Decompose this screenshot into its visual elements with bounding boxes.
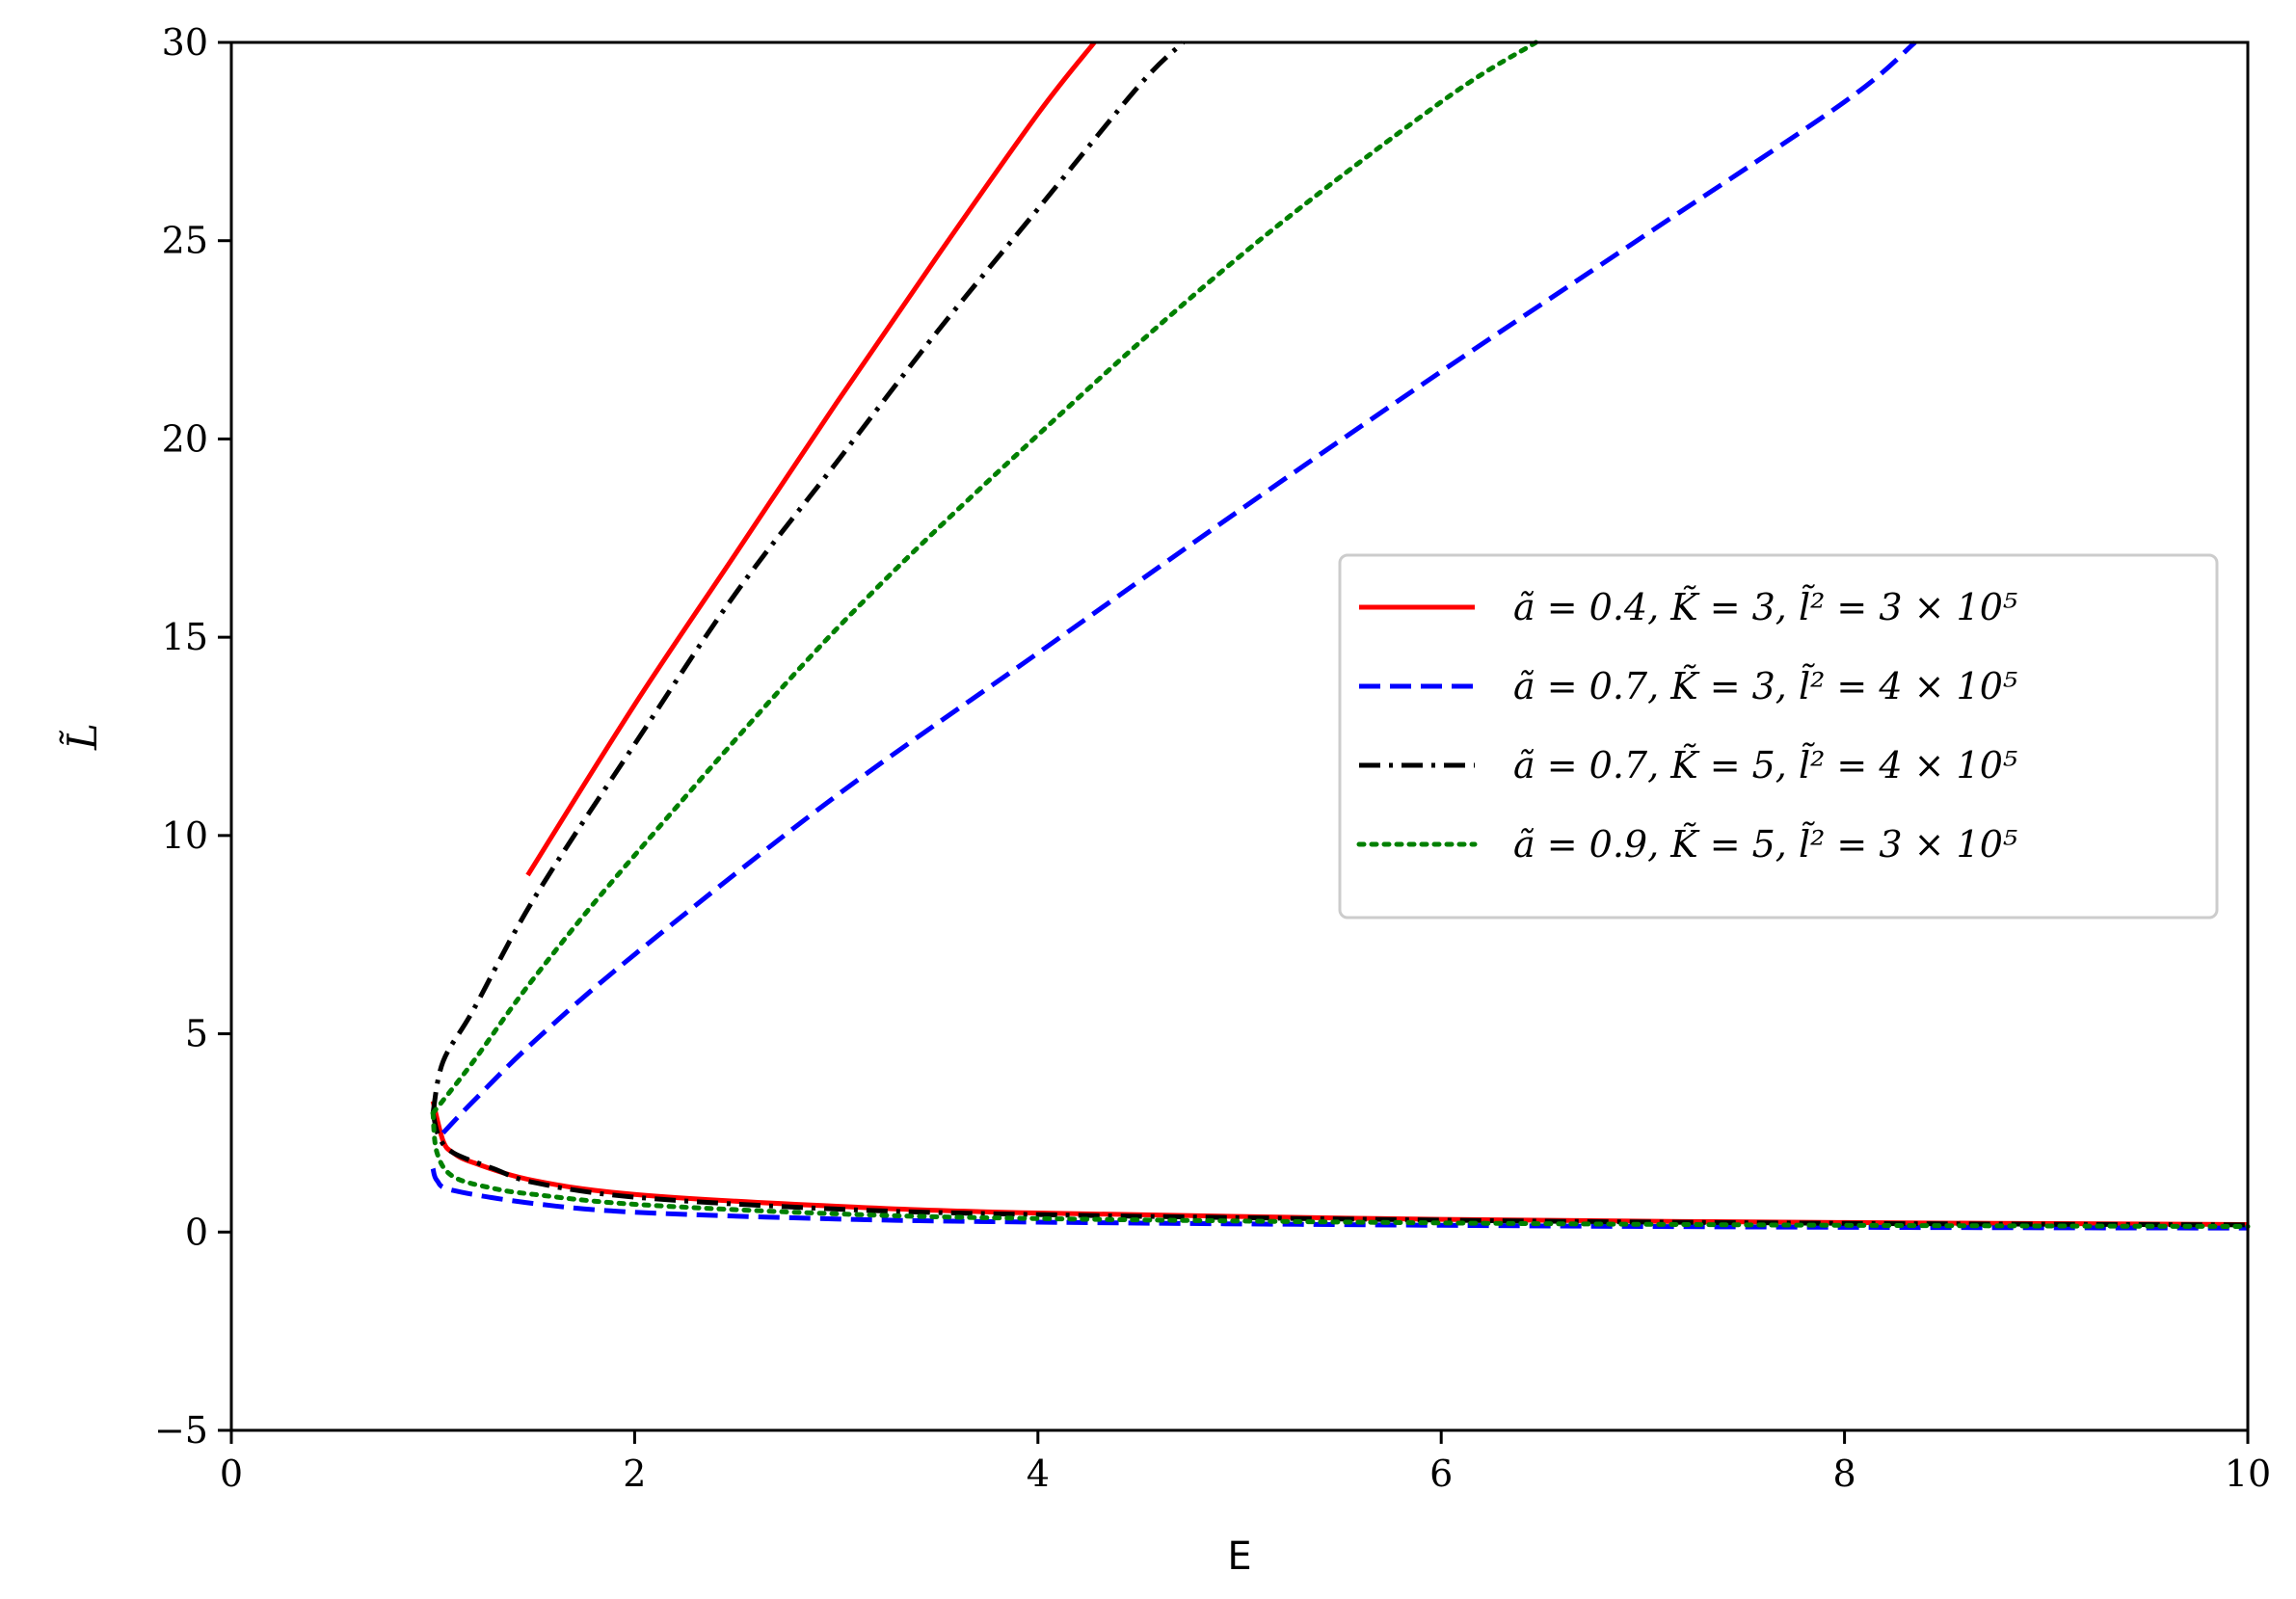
legend-label-4: ã = 0.9, K̃ = 5, l̃² = 3 × 10⁵ xyxy=(1513,822,2017,866)
x-tick-label: 0 xyxy=(220,1452,243,1495)
legend-box xyxy=(1338,553,2219,919)
y-tick-label: 5 xyxy=(185,1013,208,1055)
x-tick-label: 8 xyxy=(1833,1452,1856,1495)
plot-frame xyxy=(229,40,2250,1432)
y-tick-label: 10 xyxy=(162,814,208,857)
series-1-upper-line xyxy=(525,40,1097,877)
y-tick-label: −5 xyxy=(154,1409,208,1452)
x-tick-label: 10 xyxy=(2225,1452,2271,1495)
series-2-upper-line xyxy=(441,40,1917,1135)
ticks-layer: 0 2 4 6 8 10 −5 0 5 10 15 20 25 30 xyxy=(154,21,2271,1495)
y-tick-label: 0 xyxy=(185,1211,208,1253)
series-layer xyxy=(430,40,2251,1231)
x-axis-label: E xyxy=(1227,1534,1251,1579)
x-tick-label: 2 xyxy=(623,1452,646,1495)
x-tick-label: 4 xyxy=(1027,1452,1050,1495)
y-tick-label: 30 xyxy=(162,21,208,64)
series-4-upper-line xyxy=(430,40,1539,1116)
y-axis-label: L̃ xyxy=(58,723,106,751)
series-3-lower-line xyxy=(430,1112,2249,1228)
series-3-upper-line xyxy=(430,40,1186,1114)
legend-label-3: ã = 0.7, K̃ = 5, l̃² = 4 × 10⁵ xyxy=(1513,743,2017,786)
legend-label-1: ã = 0.4, K̃ = 3, l̃² = 3 × 10⁵ xyxy=(1513,585,2017,628)
series-4-lower-line xyxy=(430,1110,2251,1230)
x-tick-label: 6 xyxy=(1429,1452,1453,1495)
y-tick-label: 15 xyxy=(162,616,208,658)
legend: ã = 0.4, K̃ = 3, l̃² = 3 × 10⁵ ã = 0.7, K… xyxy=(1338,553,2219,919)
legend-label-2: ã = 0.7, K̃ = 3, l̃² = 4 × 10⁵ xyxy=(1513,664,2017,707)
y-tick-label: 20 xyxy=(162,417,208,460)
y-tick-label: 25 xyxy=(162,220,208,262)
